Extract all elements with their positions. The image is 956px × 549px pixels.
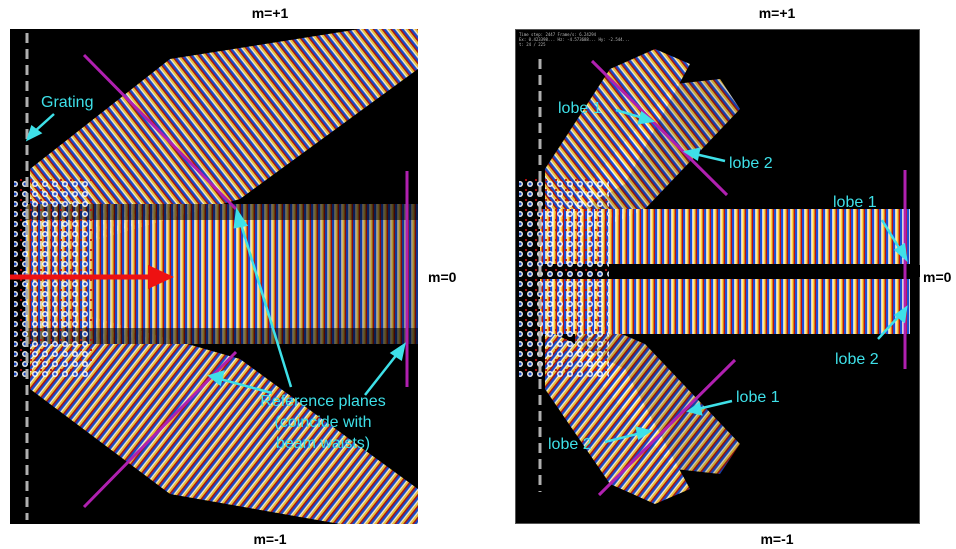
right-order-label-top: m=+1 — [758, 5, 796, 21]
right-middle-lobe1-label: lobe 1 — [833, 194, 877, 211]
right-reference-plane-minus1 — [597, 358, 737, 497]
left-beam-plus1 — [30, 29, 418, 259]
left-field-plot: Grating Reference planes (coincide with … — [10, 29, 418, 524]
right-beam-plus1-lobe2 — [575, 79, 740, 239]
right-order-label-middle: m=0 — [923, 269, 952, 285]
right-beam-minus1-lobe2 — [575, 314, 740, 474]
left-incident-arrow-head — [148, 265, 174, 289]
left-reference-plane-plus1 — [82, 53, 238, 211]
right-order-label-bottom: m=-1 — [760, 531, 794, 547]
right-top-lobe1-label: lobe 1 — [558, 100, 602, 117]
right-reference-plane-plus1 — [590, 59, 729, 197]
left-order-label-top: m=+1 — [251, 5, 289, 21]
right-header-line-2: Ex: 0.423398... Hz: -4.573688... Hy: -2.… — [519, 37, 630, 42]
right-top-lobe2-label: lobe 2 — [729, 155, 773, 172]
right-simulation-panel: Time step: 2447 Frame/s: 6.24294 Ex: 0.4… — [515, 29, 920, 524]
left-reference-planes-label-3: beam waists) — [276, 435, 370, 452]
right-annotation-arrows — [604, 108, 908, 444]
left-simulation-panel: Grating Reference planes (coincide with … — [10, 29, 418, 524]
right-field-plot: Time step: 2447 Frame/s: 6.24294 Ex: 0.4… — [515, 29, 920, 524]
right-header-line-1: Time step: 2447 Frame/s: 6.24294 — [519, 32, 597, 37]
right-bottom-lobe1-label: lobe 1 — [736, 389, 780, 406]
left-annotation-arrows — [25, 113, 406, 396]
left-order-label-bottom: m=-1 — [253, 531, 287, 547]
left-reference-planes-label-2: (coincide with — [275, 414, 372, 431]
right-middle-lobe2-label: lobe 2 — [835, 351, 879, 368]
right-bottom-lobe2-label: lobe 2 — [548, 436, 592, 453]
right-interference-region — [519, 179, 609, 379]
left-beam-minus1 — [30, 299, 418, 524]
right-header-line-3: t: 24 / 225 — [519, 42, 546, 47]
left-grating-label: Grating — [41, 94, 93, 111]
left-order-label-middle: m=0 — [428, 269, 457, 285]
left-reference-planes-label-1: Reference planes — [260, 393, 385, 410]
